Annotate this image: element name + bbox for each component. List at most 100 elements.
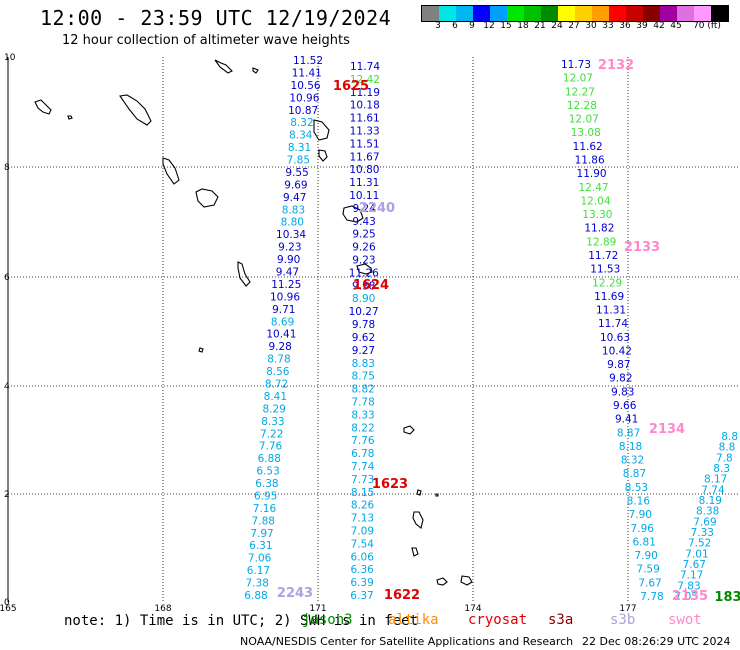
wave-height-value: 8.80	[281, 217, 304, 229]
wave-height-value: 11.72	[588, 250, 618, 262]
wave-height-value: 12.07	[569, 114, 599, 126]
island-outline	[435, 493, 439, 497]
wave-height-value: 7.90	[634, 550, 657, 562]
legend-entry-jason3: jason3	[302, 612, 353, 628]
pass-number-label: 2243	[277, 586, 313, 601]
wave-height-value: 9.26	[352, 242, 376, 254]
wave-height-value: 9.71	[272, 304, 295, 316]
wave-height-value: 7.83	[677, 580, 700, 592]
island-outline	[416, 489, 422, 496]
legend-entry-s3a: s3a	[548, 612, 574, 628]
wave-height-value: 8.38	[696, 506, 719, 518]
wave-height-value: 11.26	[349, 267, 379, 279]
y-tick-label: 0	[4, 598, 10, 608]
wave-height-value: 8.72	[265, 378, 288, 390]
wave-height-value: 8.29	[262, 403, 285, 415]
wave-height-value: 9.38	[352, 280, 375, 292]
island-outline	[214, 59, 233, 74]
wave-height-value: 9.41	[615, 414, 638, 426]
wave-height-value: 8.31	[288, 142, 311, 154]
wave-height-value: 11.62	[573, 141, 603, 153]
wave-height-value: 7.59	[636, 564, 659, 576]
color-swatch	[422, 6, 439, 21]
wave-height-value: 9.43	[352, 216, 375, 228]
color-scale-label: 30	[585, 21, 597, 31]
wave-height-value: 11.53	[590, 264, 620, 276]
pass-number-label: 2134	[649, 422, 685, 437]
wave-height-value: 7.78	[640, 591, 663, 603]
wave-height-value: 11.33	[350, 126, 380, 138]
wave-height-value: 8.41	[264, 391, 287, 403]
wave-height-value: 8.32	[621, 455, 644, 467]
color-scale-label: 18	[517, 21, 529, 31]
y-tick-label: 4	[4, 382, 10, 392]
color-scale-label: 6	[452, 21, 458, 31]
wave-height-value: 8.78	[267, 354, 290, 366]
wave-height-value: 11.31	[596, 305, 626, 317]
wave-height-value: 11.51	[350, 138, 380, 150]
credit-line: NOAA/NESDIS Center for Satellite Applica…	[240, 635, 574, 648]
color-swatch	[694, 6, 711, 21]
wave-height-value: 7.22	[260, 428, 283, 440]
wave-height-value: 8.18	[619, 441, 642, 453]
wave-height-value: 7.78	[351, 396, 374, 408]
wave-height-value: 10.87	[288, 105, 318, 117]
wave-height-value: 7.16	[253, 503, 277, 515]
island-outline	[162, 157, 180, 185]
wave-height-value: 7.67	[638, 577, 661, 589]
island-outline	[198, 347, 204, 353]
island-outline	[237, 261, 251, 287]
legend-entry-swot: swot	[668, 612, 702, 628]
island-outline	[412, 511, 424, 529]
pass-number-label: 1624	[353, 278, 389, 293]
wave-height-value: 10.80	[349, 164, 379, 176]
wave-height-value: 8.56	[266, 366, 290, 378]
wave-height-value: 7.88	[252, 515, 275, 527]
generated-timestamp: 22 Dec 08:26:29 UTC 2024	[582, 635, 731, 648]
y-tick-label: 6	[4, 273, 10, 283]
wave-height-value: 8.69	[271, 316, 294, 328]
color-scale-label: 15	[500, 21, 512, 31]
island-outline	[411, 547, 419, 557]
wave-height-value: 11.41	[292, 67, 322, 79]
wave-height-value: 11.52	[293, 55, 323, 67]
wave-height-value: 8.16	[627, 496, 651, 508]
wave-height-value: 9.47	[283, 192, 306, 204]
island-outline	[436, 577, 448, 586]
footnote: note: 1) Time is in UTC; 2) SWH is in fe…	[64, 613, 419, 629]
wave-height-value: 8.15	[351, 487, 374, 499]
color-scale-label: 45	[670, 21, 682, 31]
wave-height-value: 10.63	[600, 332, 630, 344]
color-scale-bar	[421, 5, 729, 22]
color-swatch	[558, 6, 575, 21]
wave-height-value: 9.87	[607, 359, 630, 371]
wave-height-value: 11.31	[349, 177, 379, 189]
color-swatch	[575, 6, 592, 21]
wave-height-value: 7.74	[701, 484, 725, 496]
wave-height-value: 9.83	[611, 386, 634, 398]
wave-height-value: 8.8	[721, 431, 738, 443]
wave-height-value: 6.31	[249, 540, 272, 552]
pass-labels: 1625 2132 2240 2133 1624 2134 1623 1622 2243 2135…	[277, 58, 740, 605]
wave-height-value: 11.19	[350, 87, 380, 99]
x-tick-label: 171	[309, 604, 326, 614]
color-scale-label: 33	[602, 21, 614, 31]
wave-height-value: 8.33	[261, 416, 284, 428]
wave-height-value: 11.90	[577, 168, 607, 180]
color-swatch	[711, 6, 728, 21]
wave-height-value: 7.76	[351, 435, 375, 447]
wave-height-value: 12.07	[563, 73, 593, 85]
wave-height-value: 7.85	[287, 155, 310, 167]
wave-height-value: 6.38	[255, 478, 278, 490]
wave-height-value: 8.3	[713, 463, 730, 475]
pass-number-label: 2132	[598, 58, 634, 73]
wave-height-value: 8.53	[625, 482, 648, 494]
wave-height-value: 10.96	[289, 92, 319, 104]
wave-height-value: 12.89	[586, 236, 616, 248]
pass-number-label: 1622	[384, 588, 420, 603]
wave-height-value: 7.96	[631, 523, 655, 535]
pass-number-label: 2240	[359, 201, 395, 216]
wave-height-value: 6.95	[254, 490, 277, 502]
wave-height-value: 11.67	[349, 151, 379, 163]
